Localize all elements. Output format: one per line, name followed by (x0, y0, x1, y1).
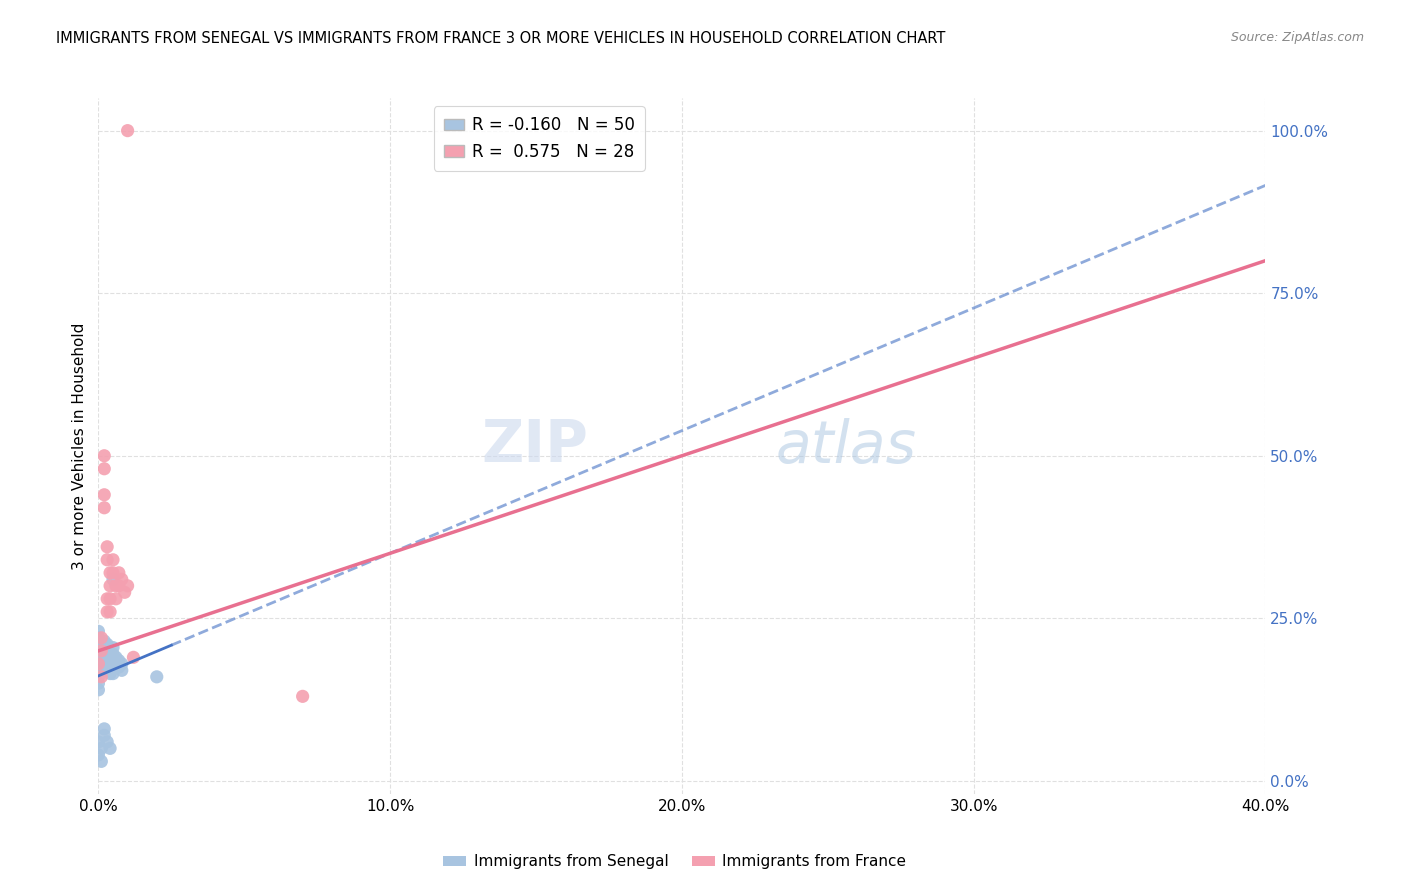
Point (98, 666, 121, 681)
Point (90, 631, 112, 645)
Point (87, 663, 110, 677)
Point (98, 741, 121, 756)
Point (93, 654, 115, 668)
Point (90, 741, 112, 756)
Point (87, 735, 110, 749)
Legend: Immigrants from Senegal, Immigrants from France: Immigrants from Senegal, Immigrants from… (437, 848, 912, 875)
Point (108, 579, 131, 593)
Point (90, 644, 112, 658)
Point (93, 634, 115, 648)
Point (98, 591, 121, 606)
Point (101, 566, 124, 580)
Point (87, 624, 110, 639)
Point (93, 722, 115, 736)
Point (96, 663, 118, 677)
Point (96, 553, 118, 567)
Point (93, 660, 115, 674)
Point (87, 747, 110, 762)
Text: ZIP: ZIP (482, 417, 589, 475)
Point (90, 650, 112, 665)
Point (101, 666, 124, 681)
Point (98, 647, 121, 661)
Point (104, 657, 127, 671)
Point (291, 690, 314, 704)
Point (93, 647, 115, 661)
Point (146, 670, 169, 684)
Point (96, 591, 118, 606)
Point (111, 572, 134, 586)
Point (98, 605, 121, 619)
Point (96, 637, 118, 651)
Point (108, 566, 131, 580)
Legend: R = -0.160   N = 50, R =  0.575   N = 28: R = -0.160 N = 50, R = 0.575 N = 28 (433, 106, 645, 170)
Point (96, 735, 118, 749)
Point (104, 650, 127, 665)
Point (90, 657, 112, 671)
Point (96, 650, 118, 665)
Point (98, 566, 121, 580)
Point (87, 657, 110, 671)
Point (87, 657, 110, 671)
Point (96, 644, 118, 658)
Point (87, 682, 110, 697)
Point (87, 676, 110, 690)
Point (87, 631, 110, 645)
Point (90, 670, 112, 684)
Point (108, 660, 131, 674)
Point (90, 663, 112, 677)
Point (111, 657, 134, 671)
Point (117, 579, 139, 593)
Point (117, 123, 139, 137)
Point (98, 654, 121, 668)
Point (87, 644, 110, 658)
Point (98, 579, 121, 593)
Point (93, 640, 115, 655)
Point (101, 654, 124, 668)
Point (87, 650, 110, 665)
Point (90, 755, 112, 769)
Point (114, 585, 136, 599)
Point (96, 657, 118, 671)
Point (101, 660, 124, 674)
Y-axis label: 3 or more Vehicles in Household: 3 or more Vehicles in Household (72, 322, 87, 570)
Point (101, 553, 124, 567)
Point (111, 663, 134, 677)
Point (93, 449, 115, 463)
Point (104, 579, 127, 593)
Point (108, 654, 131, 668)
Point (122, 650, 145, 665)
Point (101, 647, 124, 661)
Point (96, 605, 118, 619)
Point (87, 637, 110, 651)
Point (96, 540, 118, 554)
Point (93, 728, 115, 742)
Point (93, 462, 115, 476)
Point (98, 660, 121, 674)
Text: atlas: atlas (775, 417, 917, 475)
Point (90, 637, 112, 651)
Point (87, 670, 110, 684)
Point (104, 591, 127, 606)
Text: Source: ZipAtlas.com: Source: ZipAtlas.com (1230, 31, 1364, 45)
Text: IMMIGRANTS FROM SENEGAL VS IMMIGRANTS FROM FRANCE 3 OR MORE VEHICLES IN HOUSEHOL: IMMIGRANTS FROM SENEGAL VS IMMIGRANTS FR… (56, 31, 946, 46)
Point (101, 572, 124, 586)
Point (93, 488, 115, 502)
Point (90, 644, 112, 658)
Point (101, 640, 124, 655)
Point (93, 500, 115, 515)
